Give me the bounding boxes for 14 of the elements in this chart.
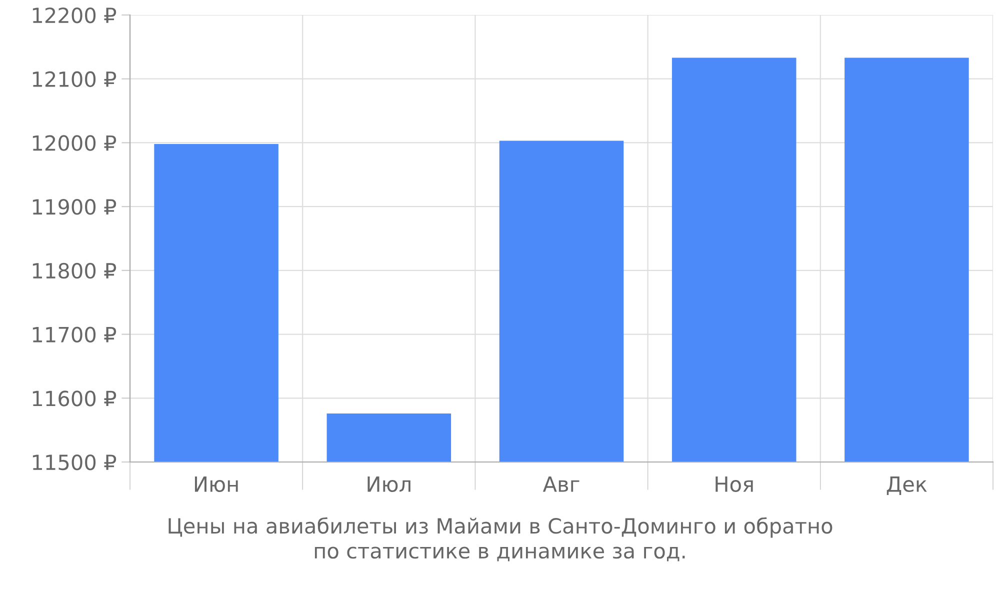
x-tick-label: Июл [368, 476, 410, 492]
y-tick-label: 12000 ₽ [32, 135, 116, 151]
x-tick-label: Авг [542, 476, 580, 492]
x-tick-label: Ноя [716, 476, 753, 492]
y-tick-label: 11800 ₽ [32, 262, 116, 279]
y-tick-label: 11700 ₽ [32, 326, 116, 342]
y-tick-label: 11900 ₽ [32, 199, 116, 215]
y-tick-label: 12100 ₽ [32, 71, 116, 88]
y-tick-label: 11500 ₽ [32, 454, 116, 470]
y-tick-label: 11600 ₽ [32, 390, 116, 406]
x-tick-label: Дек [886, 476, 927, 495]
x-tick-label: Июн [194, 476, 238, 492]
text: Цены на авиабилеты из Майами в Санто-Доминго и обратно по статистике в динамике за год. [168, 517, 832, 562]
y-tick-label: 12200 ₽ [32, 7, 116, 24]
